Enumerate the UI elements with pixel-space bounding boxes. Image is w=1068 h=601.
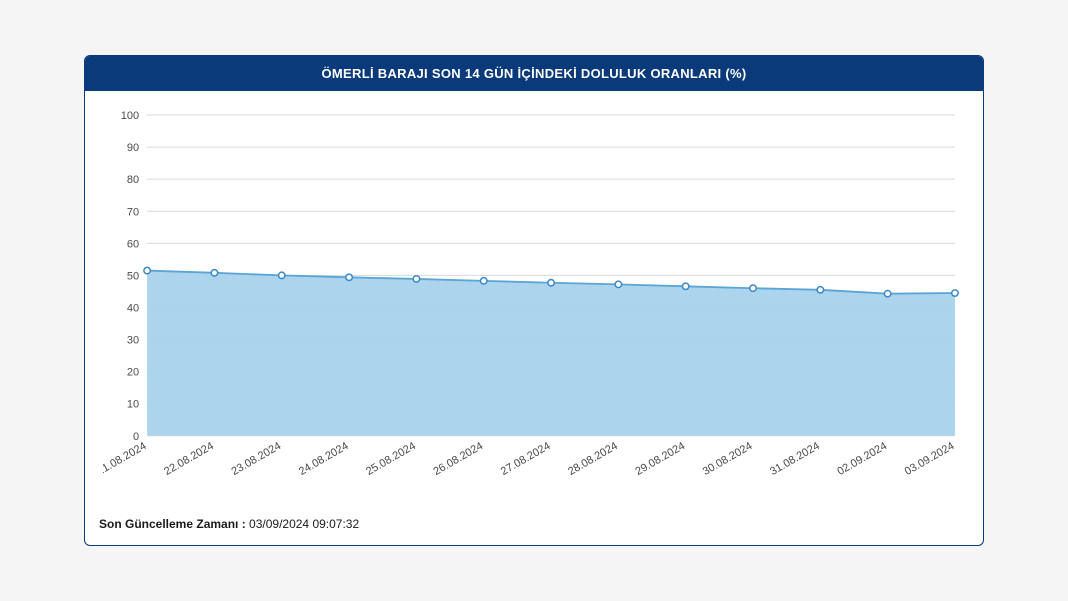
svg-text:25.08.2024: 25.08.2024	[364, 440, 418, 478]
svg-text:60: 60	[127, 238, 139, 250]
last-update-label: Son Güncelleme Zamanı :	[99, 517, 246, 531]
svg-text:50: 50	[127, 270, 139, 282]
svg-text:21.08.2024: 21.08.2024	[103, 440, 149, 478]
last-update-value: 03/09/2024 09:07:32	[249, 517, 359, 531]
svg-text:40: 40	[127, 302, 139, 314]
svg-text:10: 10	[127, 398, 139, 410]
svg-text:03.09.2024: 03.09.2024	[903, 440, 957, 478]
area-chart-svg: 0 10 20 30 40 50 60 70 80 90 100 21.08.2024 22.08.20…	[103, 105, 965, 506]
svg-text:80: 80	[127, 174, 139, 186]
svg-text:28.08.2024: 28.08.2024	[566, 440, 620, 478]
svg-text:0: 0	[133, 430, 139, 442]
svg-text:29.08.2024: 29.08.2024	[633, 440, 687, 478]
chart-title: ÖMERLİ BARAJI SON 14 GÜN İÇİNDEKİ DOLULU…	[85, 56, 983, 91]
svg-text:27.08.2024: 27.08.2024	[499, 440, 553, 478]
svg-text:02.09.2024: 02.09.2024	[835, 440, 889, 478]
svg-text:20: 20	[127, 366, 139, 378]
svg-text:31.08.2024: 31.08.2024	[768, 440, 822, 478]
svg-text:26.08.2024: 26.08.2024	[431, 440, 485, 478]
svg-text:70: 70	[127, 206, 139, 218]
svg-text:24.08.2024: 24.08.2024	[297, 440, 351, 478]
svg-text:30: 30	[127, 334, 139, 346]
svg-text:30.08.2024: 30.08.2024	[701, 440, 755, 478]
svg-text:90: 90	[127, 142, 139, 154]
svg-text:100: 100	[121, 110, 139, 122]
chart-area: 0 10 20 30 40 50 60 70 80 90 100 21.08.2024 22.08.20…	[85, 91, 983, 512]
last-update-footer: Son Güncelleme Zamanı : 03/09/2024 09:07…	[85, 511, 983, 545]
svg-text:22.08.2024: 22.08.2024	[162, 440, 216, 478]
svg-text:23.08.2024: 23.08.2024	[230, 440, 284, 478]
chart-card: ÖMERLİ BARAJI SON 14 GÜN İÇİNDEKİ DOLULU…	[84, 55, 984, 547]
